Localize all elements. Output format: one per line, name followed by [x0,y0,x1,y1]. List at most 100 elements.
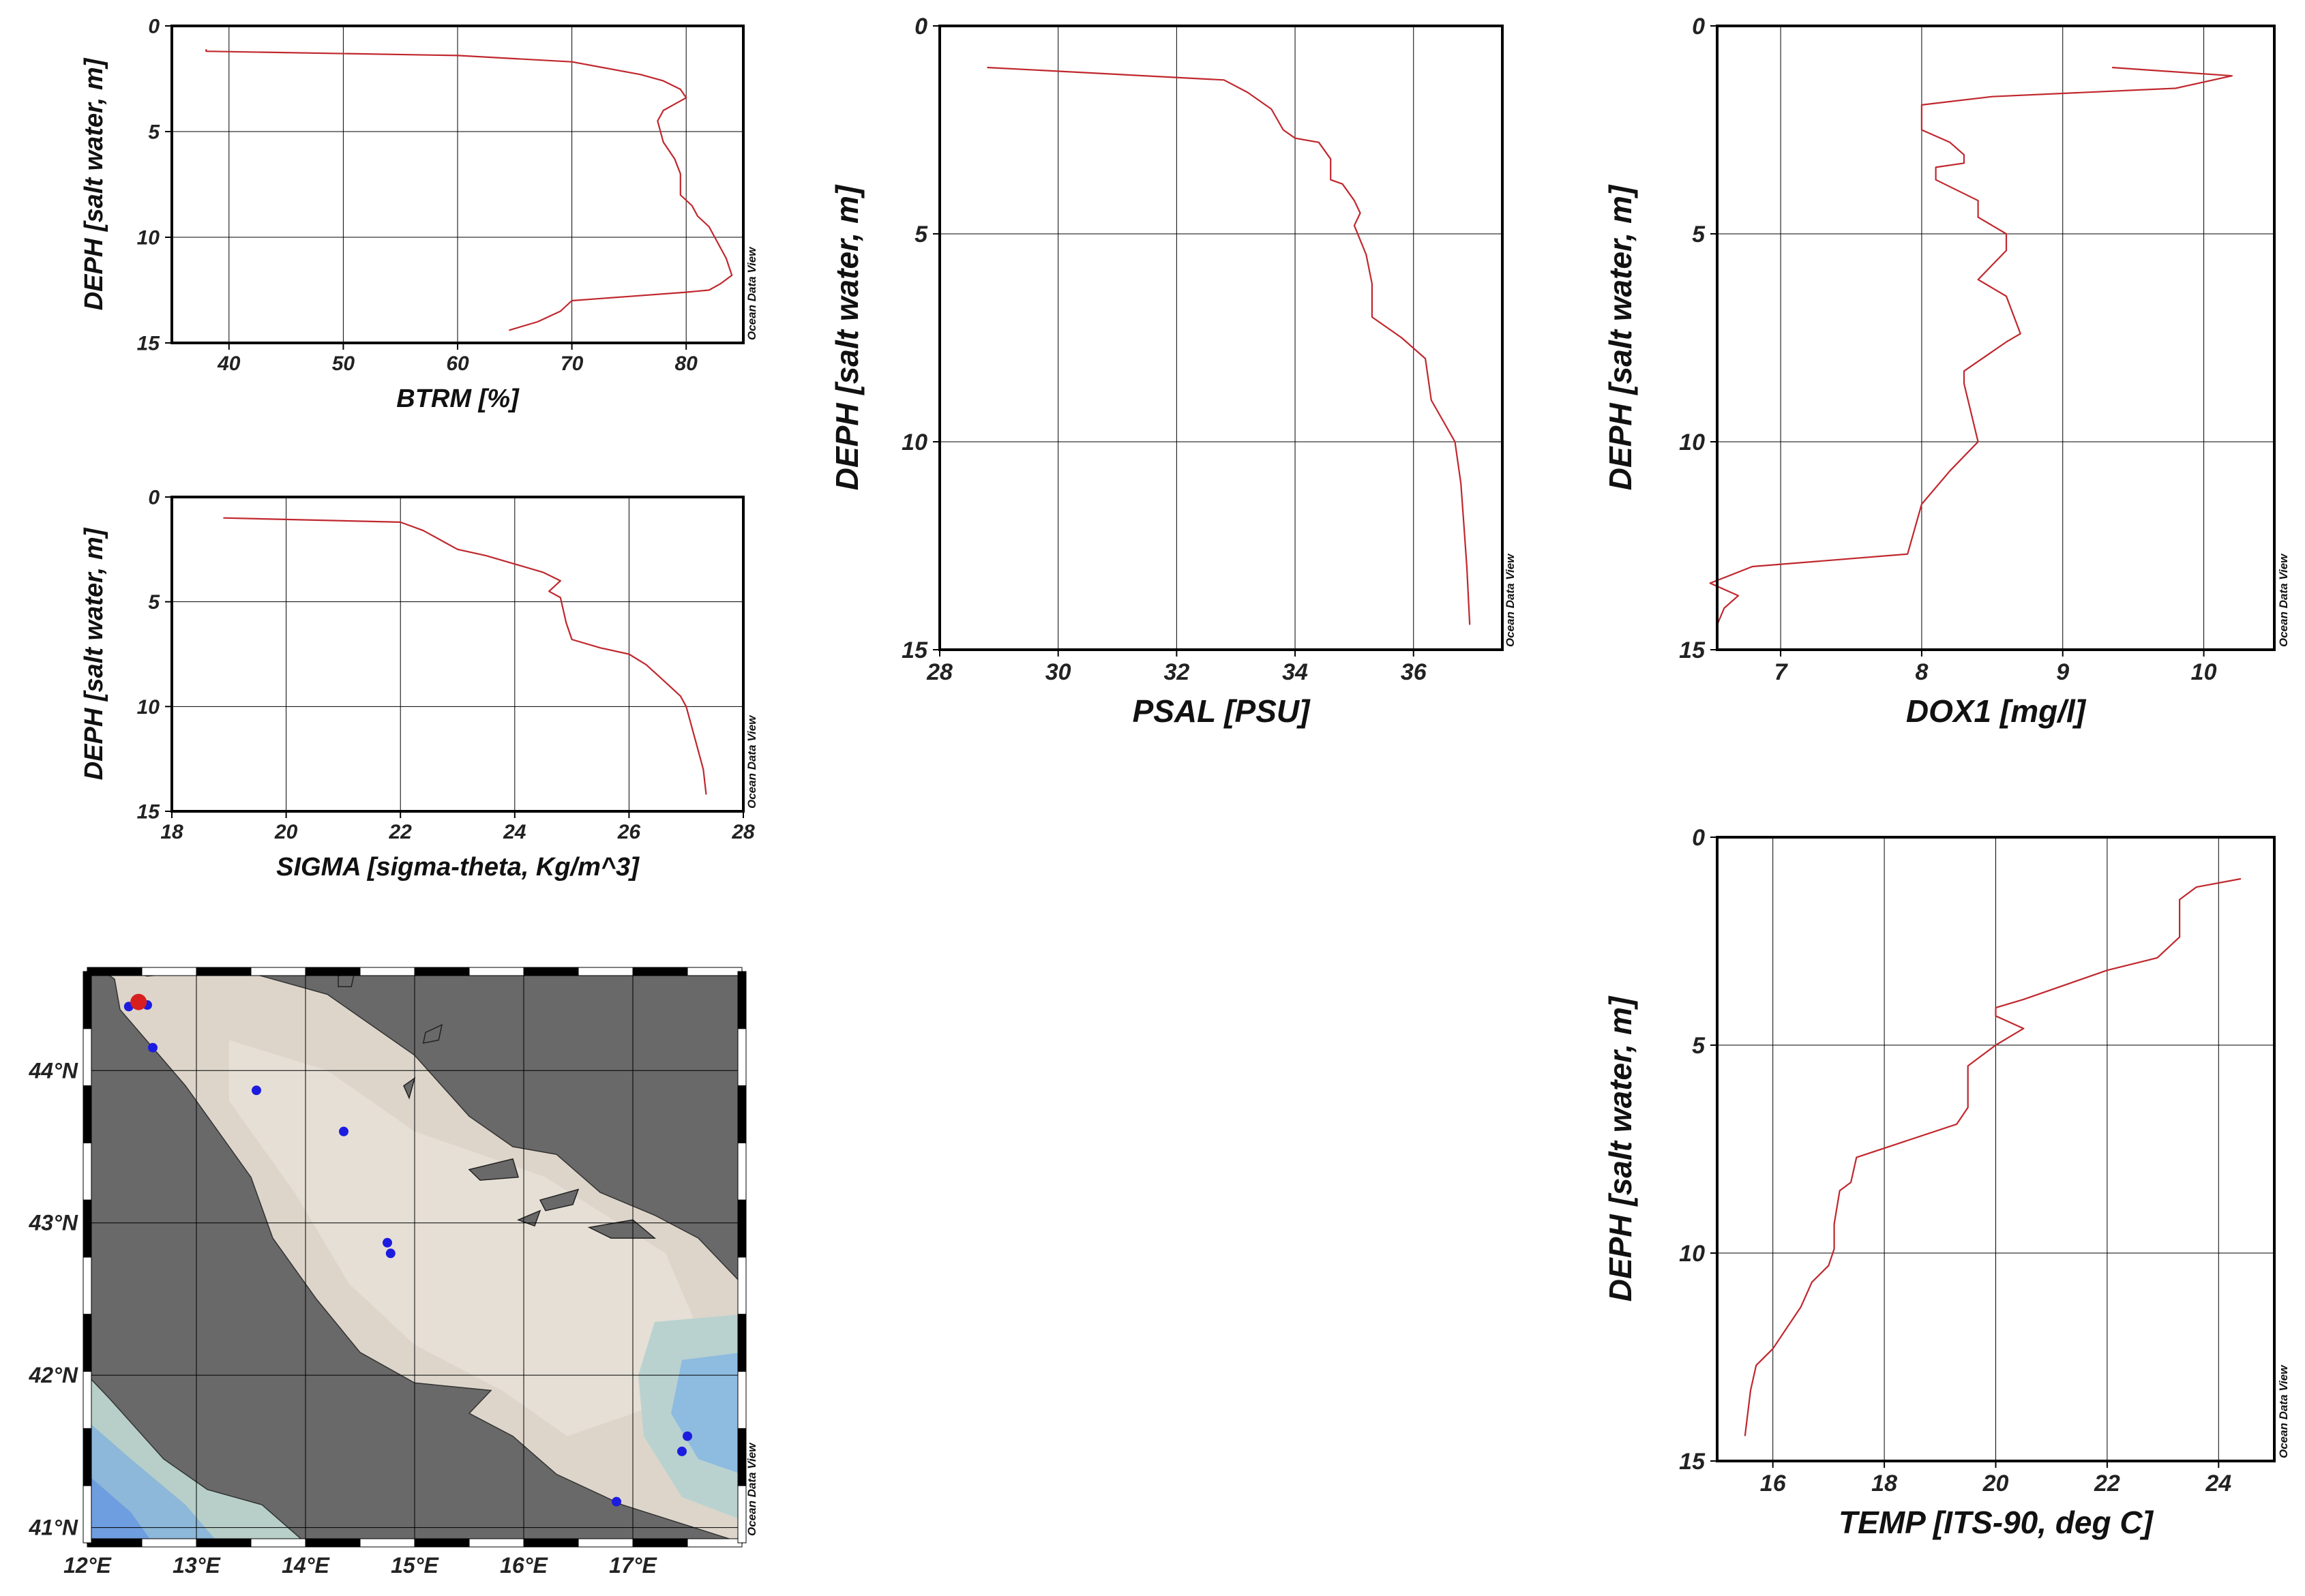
station-dot [612,1496,621,1507]
dox1-ytick-label: 0 [1692,14,1705,40]
map-lat-label: 44°N [29,1058,78,1083]
btrm-profile-line [205,49,733,331]
station-dot [148,1042,158,1053]
selected-station-dot [130,993,147,1010]
island [587,1219,657,1239]
btrm-ytick-label: 15 [137,333,161,355]
chart-sigma: 18 20 22 24 26 28 0 5 10 15 SIGMA [sigma-theta, Kg… [80,487,758,882]
map-border-segment [359,967,415,976]
dox1-odv-watermark: Ocean Data View [2277,553,2290,647]
map-border-segment [141,967,197,976]
sigma-y-axis-label: DEPH [salt water, m] [80,527,108,780]
station-dot [385,1248,396,1259]
map-lat-label: 42°N [29,1363,78,1387]
island [422,1023,443,1044]
temp-ytick-label: 10 [1679,1241,1705,1267]
map-border-segment [87,1538,143,1548]
map-border-segment [737,1256,747,1315]
btrm-xtick-label: 60 [446,352,469,375]
sigma-xtick-label: 26 [617,821,641,843]
station-dot [383,1237,392,1248]
temp-ytick-label: 15 [1679,1449,1706,1475]
dox1-xtick-label: 7 [1774,659,1789,685]
dox1-xtick-label: 8 [1915,659,1928,685]
psal-y-axis-label: DEPH [salt water, m] [829,184,865,490]
deep-basin-core [671,1352,742,1475]
dox1-profile-line [1709,66,2233,625]
temp-xtick-label: 24 [2205,1471,2231,1496]
btrm-xtick-label: 50 [332,352,355,375]
psal-xtick-label: 32 [1163,659,1189,685]
map-border-segment [87,967,143,976]
map-border-segment [83,971,92,1029]
station-map: 12°E 13°E 14°E 15°E 16°E 17°E 41°N 42°N 43°N 44°N… [29,967,758,1578]
map-lat-label: 41°N [29,1516,78,1540]
map-border-segment [737,1485,747,1544]
station-dot [677,1446,687,1456]
sigma-ytick-label: 0 [148,487,160,509]
sigma-xtick-label: 24 [503,821,526,843]
temp-odv-watermark: Ocean Data View [2277,1364,2290,1458]
sigma-odv-watermark: Ocean Data View [745,714,758,809]
dox1-xtick-label: 10 [2191,659,2217,685]
map-border-segment [737,1085,747,1143]
temp-xtick-label: 20 [1982,1471,2009,1496]
psal-x-axis-label: PSAL [PSU] [1133,693,1311,729]
psal-xtick-label: 36 [1401,659,1427,685]
map-border-segment [83,1085,92,1143]
psal-ytick-label: 0 [914,14,927,40]
map-border-segment [578,1538,634,1548]
sigma-ytick-label: 10 [137,696,160,719]
sigma-profile-line [223,517,707,795]
map-border-segment [83,1199,92,1258]
map-border-segment [737,1199,747,1258]
sigma-x-axis-label: SIGMA [sigma-theta, Kg/m^3] [276,853,640,882]
map-border-segment [687,967,743,976]
map-border-segment [305,967,361,976]
dox1-plot-frame [1716,25,2276,651]
map-border-segment [469,967,524,976]
map-border-segment [737,1371,747,1429]
btrm-ytick-label: 0 [148,16,160,38]
sigma-xtick-label: 18 [160,821,183,843]
psal-ytick-label: 10 [902,430,927,455]
map-border-segment [83,1371,92,1429]
station-dot [683,1431,692,1441]
map-border-segment [632,1538,688,1548]
dox1-x-axis-label: DOX1 [mg/l] [1906,693,2087,729]
btrm-y-axis-label: DEPH [salt water, m] [80,57,108,310]
map-border-segment [83,1028,92,1087]
island [468,1158,519,1181]
map-border-segment [578,967,634,976]
sigma-xtick-label: 28 [731,821,755,843]
chart-btrm: 40 50 60 70 80 0 5 10 15 BTRM [%] DEPH [salt water… [80,16,758,414]
station-dot [252,1085,261,1096]
map-border-segment [83,1142,92,1201]
map-lon-label: 12°E [63,1553,112,1578]
chart-dox1: 7 8 9 10 0 5 10 15 DOX1 [mg/l] DEPH [salt water, … [1603,14,2290,729]
map-lon-label: 16°E [500,1553,548,1578]
sigma-plot-frame [170,496,745,813]
btrm-ytick-label: 5 [148,121,160,144]
psal-xtick-label: 34 [1282,659,1308,685]
island [539,1188,580,1211]
map-lon-label: 17°E [609,1553,657,1578]
sigma-ytick-label: 5 [148,591,160,614]
btrm-ytick-label: 10 [137,227,160,250]
psal-ytick-label: 5 [914,222,928,247]
map-border-segment [83,1256,92,1315]
psal-odv-watermark: Ocean Data View [1504,553,1517,647]
map-border-segment [83,1314,92,1372]
map-odv-watermark: Ocean Data View [745,1442,758,1536]
temp-y-axis-label: DEPH [salt water, m] [1603,995,1638,1301]
map-lon-label: 14°E [282,1553,330,1578]
dox1-xtick-label: 9 [2056,659,2069,685]
map-border-segment [250,1538,306,1548]
map-lon-label: 13°E [173,1553,221,1578]
map-border-segment [737,1142,747,1201]
btrm-x-axis-label: BTRM [%] [396,385,520,413]
temp-profile-line [1744,877,2242,1436]
dox1-ytick-label: 15 [1679,637,1706,663]
